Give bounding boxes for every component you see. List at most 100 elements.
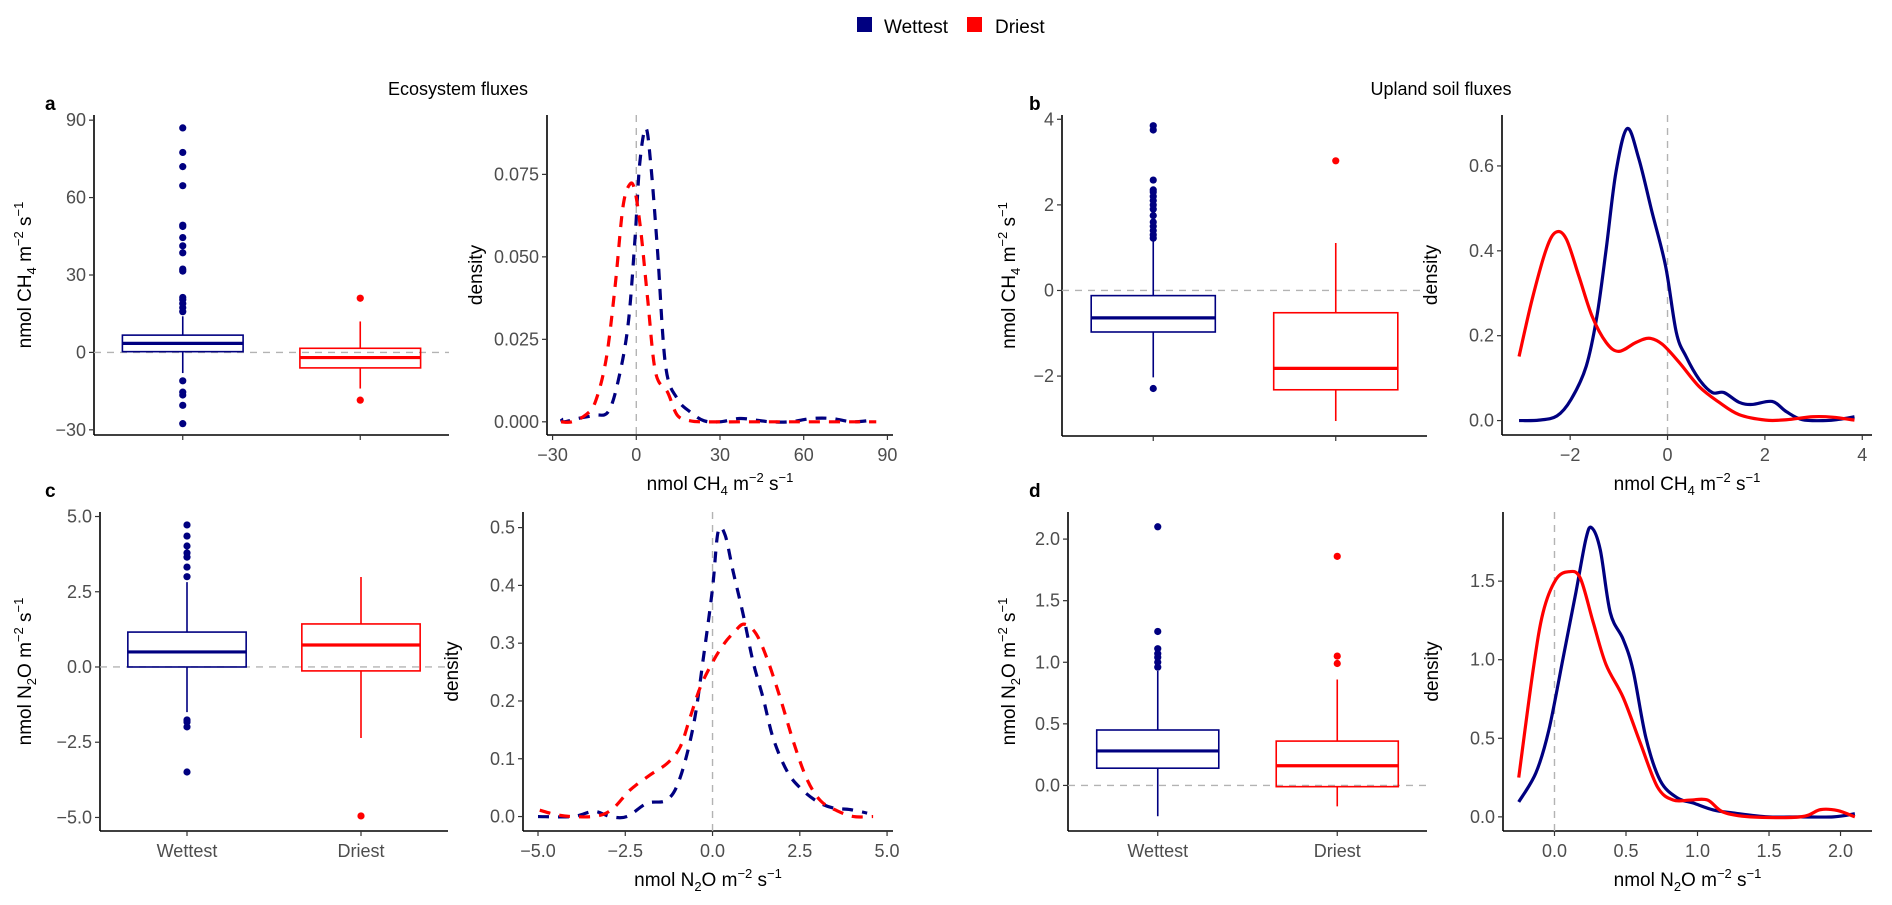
legend-swatch-driest — [967, 17, 982, 32]
outlier-point — [1149, 211, 1157, 220]
box-driest — [301, 577, 421, 820]
y-tick-label: 1.5 — [1470, 571, 1495, 591]
box-iqr — [1272, 311, 1399, 391]
outlier-point — [179, 242, 187, 250]
label-text: s — [1732, 870, 1747, 891]
x-tick-label: −5.0 — [520, 841, 556, 861]
box-driest — [1272, 157, 1399, 422]
y-tick-label: 0.4 — [1469, 241, 1494, 261]
outlier-point — [183, 542, 191, 550]
outlier-point — [1333, 552, 1341, 560]
y-tick-label: 0.0 — [67, 657, 92, 677]
x-tick-label-driest: Driest — [1314, 841, 1361, 861]
x-tick-label: −2.5 — [608, 841, 644, 861]
label-superscript: −1 — [779, 470, 794, 485]
y-axis-title: nmol CH4 m−2 s−1 — [995, 202, 1023, 349]
box-driest — [1275, 552, 1400, 807]
x-tick-label: 0.0 — [700, 841, 725, 861]
outlier-point — [183, 563, 191, 571]
box-wettest — [121, 124, 244, 428]
box-iqr — [1090, 294, 1217, 333]
legend-label-wettest: Wettest — [884, 17, 949, 38]
y-tick-label: 0 — [1044, 280, 1054, 300]
y-tick-label: 2.0 — [1035, 529, 1060, 549]
label-superscript: −1 — [995, 598, 1010, 613]
outlier-point — [1149, 126, 1157, 134]
label-superscript: −2 — [749, 470, 764, 485]
x-tick-label: 0 — [631, 445, 641, 465]
y-tick-label: 0.050 — [494, 247, 539, 267]
y-tick-label: 0.5 — [1035, 714, 1060, 734]
label-superscript: −2 — [737, 866, 752, 881]
panel-a-density: 0.000 0.025 0.050 0.075 −30 0 30 60 90 density nmo… — [466, 115, 897, 498]
x-axis-title: nmol CH4 m−2 s−1 — [1614, 470, 1761, 498]
label-text: O m — [999, 642, 1020, 678]
y-tick-label: 0.2 — [1469, 326, 1494, 346]
y-tick-label: −2 — [1033, 366, 1054, 386]
y-tick-label: 0.6 — [1469, 156, 1494, 176]
outlier-point — [179, 182, 187, 190]
y-axis-title: nmol N2O m−2 s−1 — [995, 598, 1023, 746]
label-text: m — [1695, 474, 1716, 495]
label-subscript: 4 — [721, 483, 728, 498]
density-line-wettest — [559, 126, 873, 424]
outlier-point — [179, 401, 187, 409]
outlier-point — [1332, 157, 1340, 165]
title-ecosystem-fluxes: Ecosystem fluxes — [388, 79, 528, 99]
y-tick-label: 5.0 — [67, 507, 92, 527]
outlier-point — [183, 532, 191, 540]
y-tick-label: 0.0 — [1469, 411, 1494, 431]
box-iqr — [301, 623, 421, 672]
panel-a-box: a −30 0 30 60 90 nmol CH4 m−2 s−1 — [11, 94, 449, 440]
outlier-point — [356, 294, 364, 302]
label-subscript: 2 — [1674, 879, 1681, 894]
panel-letter-b: b — [1029, 94, 1041, 115]
label-subscript: 4 — [24, 267, 39, 274]
label-text: s — [999, 217, 1020, 232]
label-text: nmol N — [15, 685, 36, 745]
x-tick-label: 60 — [794, 445, 814, 465]
label-superscript: −2 — [995, 232, 1010, 247]
label-text: s — [752, 870, 767, 891]
panel-letter-d: d — [1029, 481, 1041, 502]
outlier-point — [183, 768, 191, 776]
legend-swatch-wettest — [857, 17, 872, 32]
outlier-point — [183, 553, 191, 561]
label-text: O m — [1681, 870, 1717, 891]
y-tick-label: 1.0 — [1470, 650, 1495, 670]
y-axis-title: nmol N2O m−2 s−1 — [11, 598, 39, 746]
label-superscript: −1 — [1746, 470, 1761, 485]
outlier-point — [179, 267, 187, 275]
label-text: m — [15, 246, 36, 267]
y-tick-label: 0.000 — [494, 412, 539, 432]
label-superscript: −1 — [11, 202, 26, 217]
label-superscript: −2 — [995, 627, 1010, 642]
x-tick-label: 90 — [877, 445, 897, 465]
outlier-point — [179, 249, 187, 257]
label-superscript: −1 — [1747, 866, 1762, 881]
label-text: nmol CH — [999, 275, 1020, 349]
x-tick-label: 2 — [1760, 445, 1770, 465]
x-tick-label: 2.5 — [787, 841, 812, 861]
y-tick-label: −5.0 — [56, 807, 92, 827]
y-tick-label: 0.025 — [494, 329, 539, 349]
label-superscript: −1 — [995, 202, 1010, 217]
outlier-point — [356, 396, 364, 404]
legend-label-driest: Driest — [995, 17, 1045, 38]
outlier-point — [179, 222, 187, 231]
label-text: m — [999, 247, 1020, 268]
outlier-point — [1154, 653, 1162, 661]
panel-letter-c: c — [45, 481, 56, 502]
y-tick-label: 0.1 — [490, 749, 515, 769]
outlier-point — [1149, 234, 1157, 242]
x-tick-label: −2 — [1560, 445, 1581, 465]
label-superscript: −2 — [1716, 470, 1731, 485]
y-tick-label: 0.3 — [490, 633, 515, 653]
label-superscript: −2 — [11, 231, 26, 246]
density-line-driest — [1517, 229, 1855, 423]
outlier-point — [179, 377, 187, 385]
y-tick-label: 0.5 — [490, 518, 515, 538]
y-tick-label: 0.0 — [1470, 807, 1495, 827]
density-line-wettest — [1519, 126, 1855, 423]
label-text: nmol CH — [647, 474, 721, 495]
